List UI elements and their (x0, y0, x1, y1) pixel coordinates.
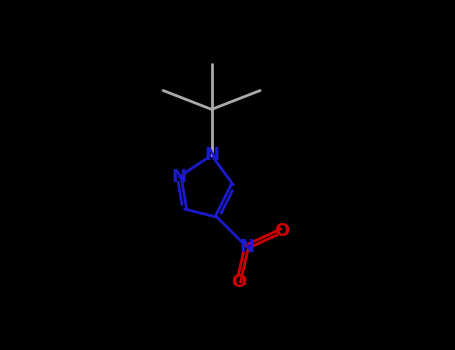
Text: O: O (231, 273, 246, 291)
Text: N: N (239, 238, 254, 256)
Text: O: O (274, 222, 289, 240)
Text: N: N (172, 168, 187, 186)
Text: N: N (204, 146, 219, 164)
